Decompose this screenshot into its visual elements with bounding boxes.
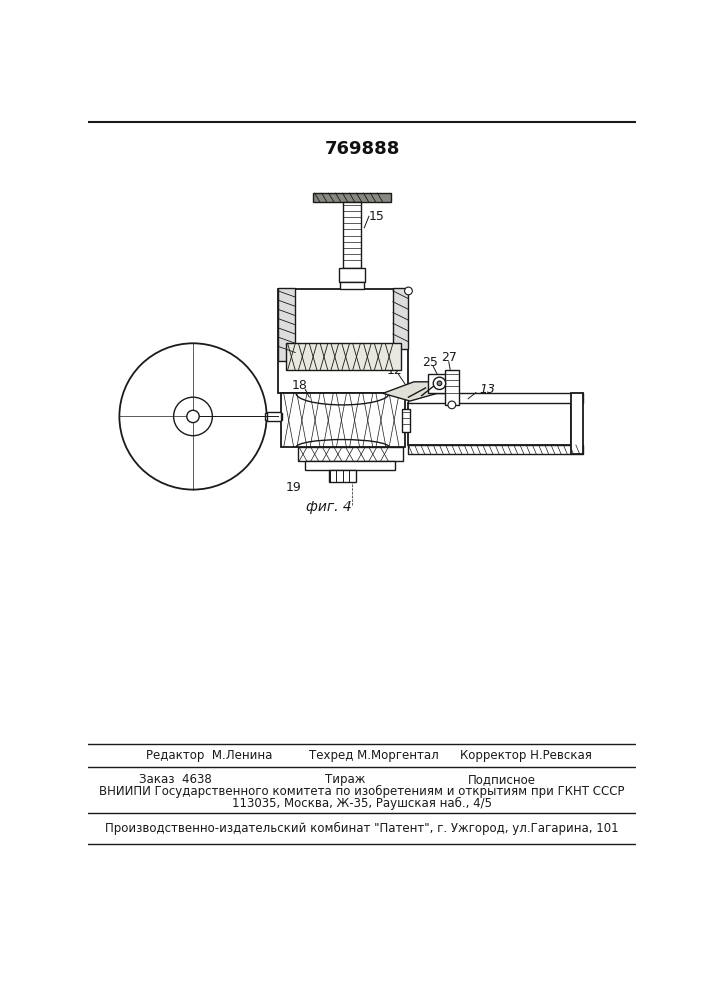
Circle shape: [174, 397, 212, 436]
Bar: [409, 393, 583, 403]
Circle shape: [404, 287, 412, 295]
Text: 113035, Москва, Ж-35, Раушская наб., 4/5: 113035, Москва, Ж-35, Раушская наб., 4/5: [232, 797, 492, 810]
Bar: [265, 413, 282, 420]
Text: 13: 13: [479, 383, 496, 396]
Bar: [305, 461, 395, 470]
Bar: [428, 374, 451, 393]
Bar: [286, 343, 401, 370]
Circle shape: [187, 410, 199, 423]
Text: Тираж: Тираж: [325, 773, 365, 786]
Text: 27: 27: [440, 351, 457, 364]
Bar: [339, 268, 365, 282]
Bar: [313, 193, 391, 202]
Bar: [281, 393, 404, 447]
Bar: [340, 282, 363, 289]
Text: 12: 12: [387, 364, 402, 377]
Bar: [393, 288, 409, 349]
Bar: [267, 412, 281, 421]
Bar: [409, 403, 571, 445]
Bar: [402, 409, 410, 432]
Bar: [445, 370, 459, 405]
Text: ВНИИПИ Государственного комитета по изобретениям и открытиям при ГКНТ СССР: ВНИИПИ Государственного комитета по изоб…: [99, 785, 625, 798]
Text: 25: 25: [422, 356, 438, 369]
Bar: [279, 289, 409, 393]
Text: фиг. 4: фиг. 4: [305, 500, 351, 514]
Circle shape: [448, 401, 456, 409]
Text: 769888: 769888: [325, 140, 399, 158]
Bar: [279, 288, 296, 361]
Text: Заказ  4638: Заказ 4638: [139, 773, 211, 786]
Bar: [571, 393, 583, 454]
Polygon shape: [383, 382, 437, 401]
Circle shape: [433, 377, 445, 389]
Text: 18: 18: [291, 379, 307, 392]
Text: Подписное: Подписное: [468, 773, 536, 786]
Text: Производственно-издательский комбинат "Патент", г. Ужгород, ул.Гагарина, 101: Производственно-издательский комбинат "П…: [105, 822, 619, 835]
Bar: [343, 202, 361, 268]
Circle shape: [437, 381, 442, 386]
Text: 15: 15: [369, 210, 385, 223]
Bar: [409, 445, 583, 454]
Bar: [298, 447, 403, 461]
Text: Корректор Н.Ревская: Корректор Н.Ревская: [460, 749, 592, 762]
Bar: [329, 470, 356, 482]
Text: Редактор  М.Ленина: Редактор М.Ленина: [146, 749, 273, 762]
Text: Техред М.Моргентал: Техред М.Моргентал: [309, 749, 439, 762]
Text: 19: 19: [286, 481, 302, 494]
Circle shape: [119, 343, 267, 490]
